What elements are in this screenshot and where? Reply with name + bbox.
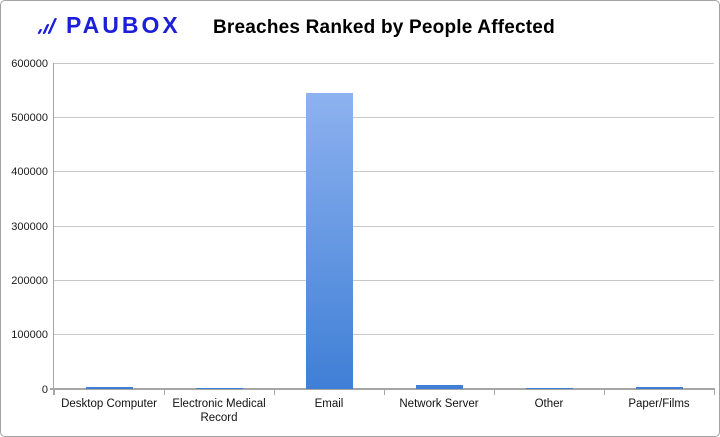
x-axis-tick (164, 390, 165, 395)
y-axis-line (53, 63, 54, 395)
paubox-logo: PAUBOX (37, 13, 181, 37)
bar-electronic-medical-record (195, 388, 243, 389)
chart-title: Breaches Ranked by People Affected (213, 17, 555, 38)
signal-bars-icon (37, 18, 57, 34)
y-tick-label: 200000 (11, 274, 48, 287)
gridline (54, 334, 714, 336)
y-tick-label: 400000 (11, 166, 48, 179)
gridline (54, 225, 714, 227)
bar-other (525, 388, 573, 389)
x-axis-tick (604, 390, 605, 395)
x-axis-tick (274, 390, 275, 395)
x-category-label: Electronic Medical Record (172, 398, 266, 424)
x-category-label: Paper/Films (628, 398, 690, 410)
logo-text: PAUBOX (66, 12, 181, 38)
x-axis-line (50, 388, 715, 390)
x-axis-tick (714, 390, 715, 395)
y-tick-label: 600000 (11, 57, 48, 70)
x-category-label: Email (314, 398, 344, 410)
x-axis-tick (494, 390, 495, 395)
bar-desktop-computer (85, 387, 133, 389)
x-axis-tick (54, 390, 55, 395)
bar-network-server (415, 385, 463, 389)
x-category-label: Network Server (399, 398, 479, 410)
bar-paper-films (635, 387, 683, 389)
gridline (54, 279, 714, 281)
y-tick-label: 0 (41, 383, 48, 396)
x-axis-tick (384, 390, 385, 395)
x-category-label: Other (534, 398, 564, 410)
gridline (54, 62, 714, 64)
bar-email (305, 93, 353, 389)
x-category-label: Desktop Computer (61, 398, 157, 410)
y-tick-label: 300000 (11, 220, 48, 233)
y-tick-label: 100000 (11, 329, 48, 342)
gridline (54, 171, 714, 173)
gridline (54, 116, 714, 118)
y-tick-label: 500000 (11, 111, 48, 124)
